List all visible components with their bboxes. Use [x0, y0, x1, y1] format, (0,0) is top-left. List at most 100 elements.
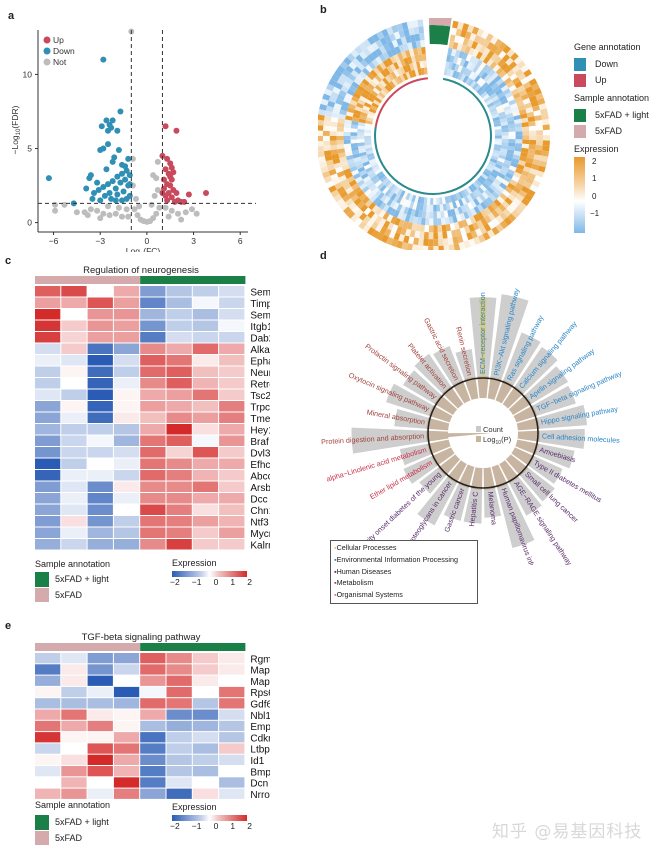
heatmap-cell [473, 214, 481, 223]
heatmap-cell [113, 332, 140, 343]
heatmap-cell [343, 168, 352, 175]
heatmap-cell [482, 47, 491, 56]
colorbar-tick: −2 [170, 577, 180, 587]
heatmap-cell [369, 80, 378, 88]
heatmap-cell [481, 81, 489, 90]
heatmap-cell [391, 224, 399, 233]
heatmap-cell [346, 52, 356, 62]
heatmap-cell [479, 45, 487, 54]
heatmap-cell [482, 231, 491, 241]
heatmap-cell [481, 182, 490, 190]
heatmap-cell [488, 69, 496, 78]
heatmap-cell [351, 169, 360, 176]
heatmap-cell [356, 179, 365, 187]
category-metabolism: ▪Metabolism [334, 578, 374, 588]
sample-annotation-light-bar [140, 643, 246, 651]
point-not [178, 216, 185, 223]
heatmap-cell [402, 191, 409, 200]
point-not [52, 207, 59, 214]
heatmap-cell [372, 177, 381, 185]
heatmap-cell [497, 157, 505, 163]
heatmap-cell [87, 447, 113, 458]
heatmap-cell [509, 179, 518, 187]
colorbar-tick: −1 [590, 209, 600, 218]
heatmap-cell [384, 189, 392, 197]
heatmap-cell [501, 179, 510, 187]
heatmap-cell [367, 36, 376, 45]
heatmap-cell [395, 225, 403, 234]
heatmap-cell [192, 286, 219, 297]
heatmap-cell [404, 228, 412, 237]
heatmap-cell [380, 194, 388, 202]
heatmap-cell [436, 197, 440, 205]
heatmap-cell [359, 51, 368, 60]
heatmap-cell [376, 232, 385, 241]
heatmap-cell [359, 70, 368, 79]
heatmap-cell [401, 21, 409, 30]
heatmap-cell [61, 493, 87, 504]
heatmap-cell [464, 31, 472, 40]
heatmap-cell [494, 188, 503, 196]
heatmap-cell [344, 119, 352, 125]
heatmap-cell [359, 81, 368, 90]
heatmap-cell [424, 225, 430, 233]
legend-label-fad: 5xFAD [595, 126, 623, 136]
heatmap-cell [494, 138, 502, 142]
heatmap-cell [381, 28, 389, 38]
heatmap-cell [393, 69, 400, 78]
sample-annotation-fad-bar [35, 276, 141, 284]
heatmap-cell [384, 84, 392, 93]
heatmap-cell [219, 709, 245, 720]
logp-bar [517, 430, 540, 442]
heatmap-cell [365, 64, 373, 73]
heatmap-cell [368, 61, 377, 70]
heatmap-e-expression-title: Expression [172, 802, 217, 812]
heatmap-cell [318, 135, 323, 142]
heatmap-cell [113, 504, 140, 515]
heatmap-cell [496, 78, 504, 86]
row-label: Rgmb [250, 654, 270, 665]
point-down [108, 124, 115, 131]
point-not [131, 206, 138, 213]
heatmap-cell [140, 754, 166, 765]
heatmap-cell [166, 286, 192, 297]
heatmap-cell [384, 75, 392, 83]
heatmap-cell [421, 211, 427, 219]
heatmap-cell [445, 223, 452, 232]
heatmap-cell [357, 128, 365, 133]
heatmap-cell [477, 186, 485, 195]
heatmap-cell [336, 65, 346, 74]
heatmap-cell [192, 504, 219, 515]
heatmap-cell [332, 86, 341, 95]
heatmap-cell [357, 139, 365, 143]
heatmap-cell [343, 135, 351, 141]
heatmap-cell [35, 720, 61, 732]
point-not [151, 192, 158, 199]
heatmap-cell [408, 215, 415, 224]
heatmap-cell [493, 122, 502, 128]
heatmap-cell [448, 216, 454, 224]
heatmap-cell [486, 177, 494, 185]
heatmap-cell [371, 163, 379, 170]
heatmap-cell [488, 194, 497, 202]
heatmap-cell [441, 196, 446, 205]
heatmap-cell [387, 41, 395, 50]
heatmap-cell [399, 205, 406, 214]
heatmap-cell [87, 389, 113, 400]
heatmap-cell [370, 174, 379, 182]
heatmap-cell [493, 166, 501, 173]
heatmap-cell [465, 217, 473, 226]
heatmap-cell [192, 447, 219, 458]
heatmap-cell [61, 686, 87, 698]
legend-dot-down [43, 47, 51, 55]
heatmap-cell [140, 343, 166, 354]
logp-bar [464, 376, 479, 400]
heatmap-cell [318, 119, 324, 126]
heatmap-cell [336, 126, 344, 132]
heatmap-cell [529, 135, 537, 141]
heatmap-cell [403, 57, 410, 66]
heatmap-c-fad-label: 5xFAD [55, 590, 83, 600]
heatmap-cell [468, 47, 476, 56]
point-down [86, 175, 93, 182]
